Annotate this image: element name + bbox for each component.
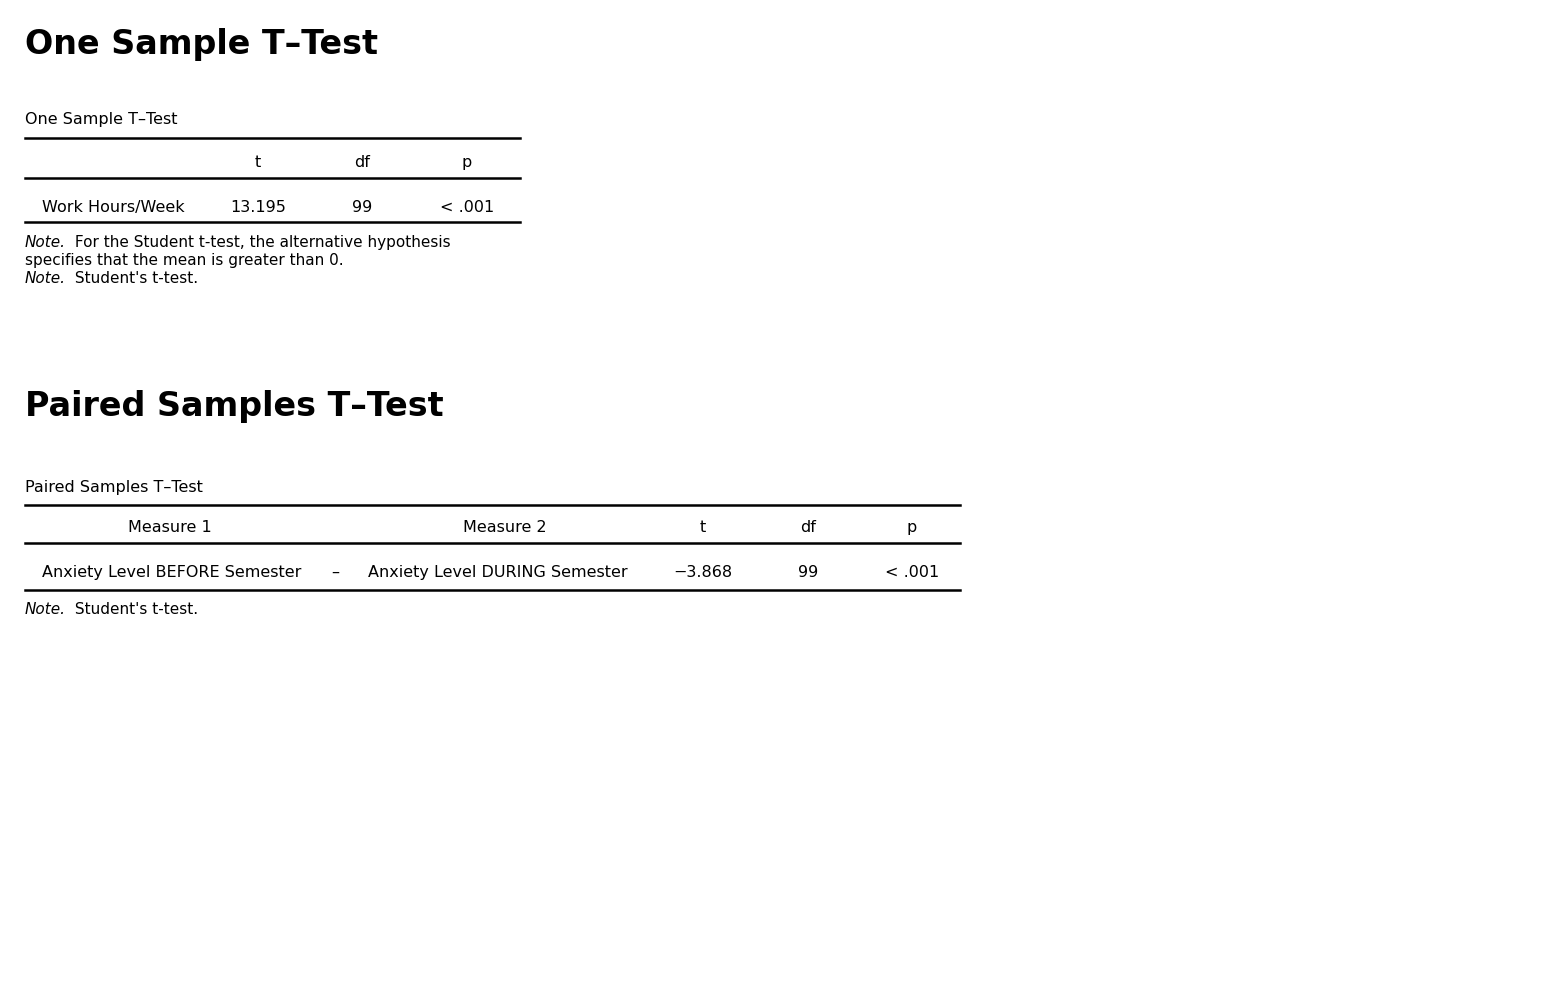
Text: −3.868: −3.868 [674,565,733,580]
Text: Student's t-test.: Student's t-test. [70,602,198,617]
Text: Student's t-test.: Student's t-test. [70,271,198,286]
Text: df: df [355,155,370,170]
Text: specifies that the mean is greater than 0.: specifies that the mean is greater than … [25,253,344,268]
Text: t: t [700,520,706,535]
Text: One Sample T–Test: One Sample T–Test [25,112,177,127]
Text: p: p [462,155,471,170]
Text: For the Student t-test, the alternative hypothesis: For the Student t-test, the alternative … [70,235,451,250]
Text: Measure 2: Measure 2 [464,520,546,535]
Text: Note.: Note. [25,271,65,286]
Text: Note.: Note. [25,602,65,617]
Text: 99: 99 [352,200,372,215]
Text: Paired Samples T–Test: Paired Samples T–Test [25,480,202,495]
Text: < .001: < .001 [440,200,495,215]
Text: One Sample T–Test: One Sample T–Test [25,28,378,61]
Text: 13.195: 13.195 [230,200,286,215]
Text: 99: 99 [798,565,818,580]
Text: –: – [331,565,339,580]
Text: Anxiety Level DURING Semester: Anxiety Level DURING Semester [369,565,627,580]
Text: p: p [907,520,916,535]
Text: Paired Samples T–Test: Paired Samples T–Test [25,390,443,423]
Text: Note.: Note. [25,235,65,250]
Text: Work Hours/Week: Work Hours/Week [42,200,185,215]
Text: t: t [255,155,261,170]
Text: Anxiety Level BEFORE Semester: Anxiety Level BEFORE Semester [42,565,302,580]
Text: < .001: < .001 [885,565,940,580]
Text: df: df [800,520,815,535]
Text: Measure 1: Measure 1 [128,520,212,535]
